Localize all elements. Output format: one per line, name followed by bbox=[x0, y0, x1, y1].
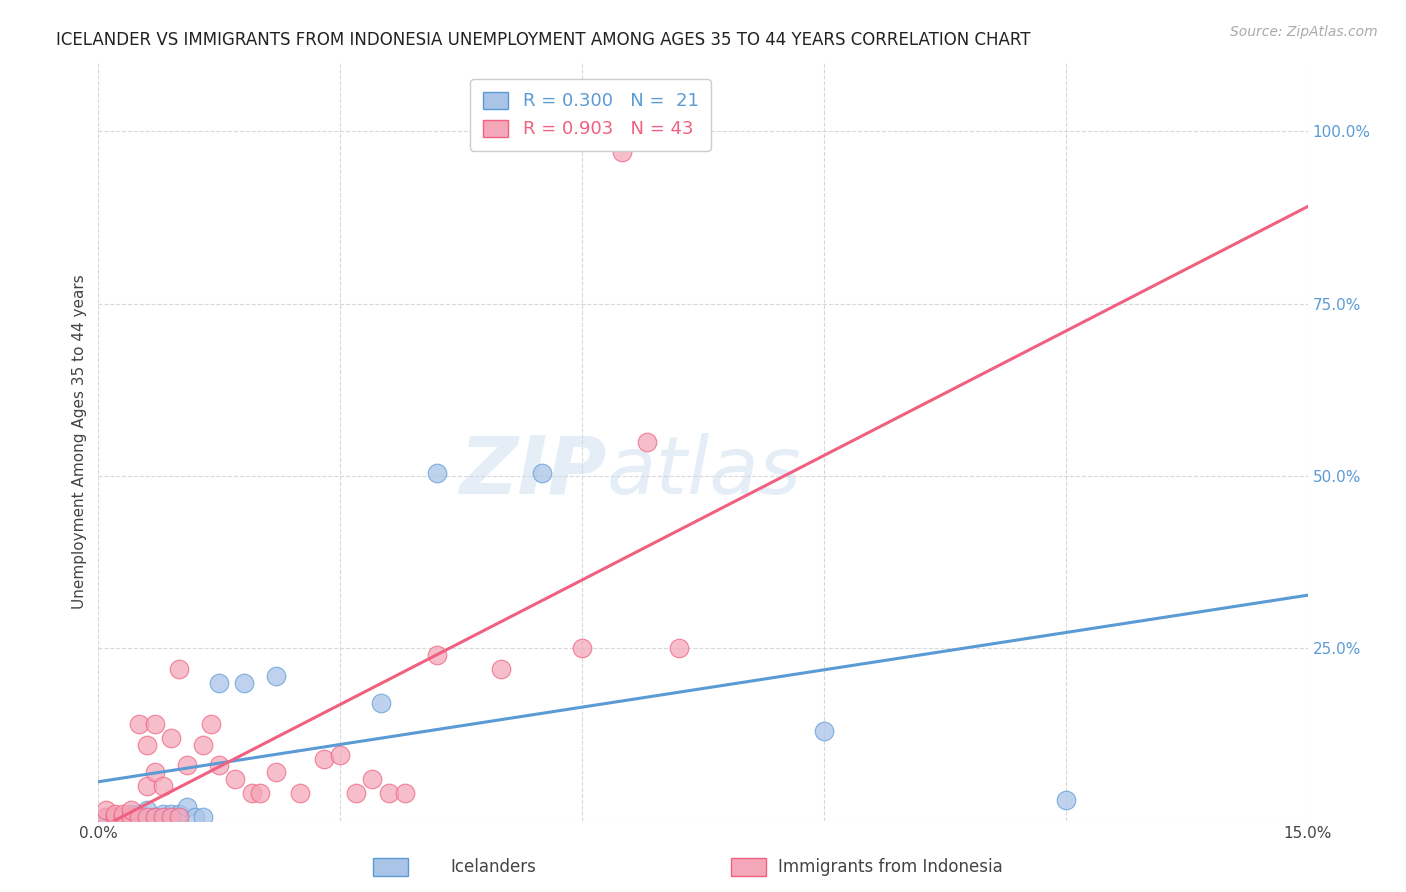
Point bbox=[612, 145, 634, 159]
Point bbox=[208, 675, 231, 690]
Point bbox=[135, 779, 157, 793]
Point bbox=[184, 810, 207, 824]
Point bbox=[96, 810, 118, 824]
Point bbox=[224, 772, 246, 787]
Point bbox=[160, 810, 183, 824]
Point bbox=[636, 434, 658, 449]
Point bbox=[103, 810, 125, 824]
Point bbox=[426, 648, 449, 663]
Point bbox=[143, 717, 166, 731]
Point bbox=[370, 697, 392, 711]
Point bbox=[329, 748, 352, 763]
Point bbox=[394, 786, 416, 800]
Point bbox=[176, 758, 198, 772]
Point bbox=[426, 466, 449, 480]
Point bbox=[193, 738, 215, 752]
Point bbox=[135, 810, 157, 824]
Point bbox=[668, 641, 690, 656]
Point bbox=[232, 675, 254, 690]
Point bbox=[143, 765, 166, 780]
Point bbox=[152, 810, 174, 824]
Point bbox=[377, 786, 399, 800]
Point bbox=[167, 806, 190, 821]
Point bbox=[120, 803, 142, 817]
Point bbox=[264, 765, 287, 780]
Point bbox=[200, 717, 222, 731]
Point bbox=[571, 641, 593, 656]
Text: Source: ZipAtlas.com: Source: ZipAtlas.com bbox=[1230, 25, 1378, 39]
Point bbox=[813, 724, 835, 739]
Point bbox=[264, 669, 287, 683]
Point bbox=[240, 786, 263, 800]
Text: atlas: atlas bbox=[606, 433, 801, 511]
Text: ZIP: ZIP bbox=[458, 433, 606, 511]
Y-axis label: Unemployment Among Ages 35 to 44 years: Unemployment Among Ages 35 to 44 years bbox=[72, 274, 87, 609]
Point bbox=[128, 810, 150, 824]
Text: Icelanders: Icelanders bbox=[450, 858, 536, 876]
Point bbox=[120, 806, 142, 821]
Point bbox=[128, 806, 150, 821]
Point bbox=[111, 810, 134, 824]
Point bbox=[193, 810, 215, 824]
Point bbox=[1054, 793, 1077, 807]
Text: ICELANDER VS IMMIGRANTS FROM INDONESIA UNEMPLOYMENT AMONG AGES 35 TO 44 YEARS CO: ICELANDER VS IMMIGRANTS FROM INDONESIA U… bbox=[56, 31, 1031, 49]
Point bbox=[128, 717, 150, 731]
Point bbox=[96, 810, 118, 824]
Point bbox=[208, 758, 231, 772]
Point bbox=[96, 803, 118, 817]
Point bbox=[120, 810, 142, 824]
Text: Immigrants from Indonesia: Immigrants from Indonesia bbox=[778, 858, 1002, 876]
Point bbox=[160, 731, 183, 745]
Point bbox=[314, 751, 336, 765]
Point bbox=[103, 806, 125, 821]
Point bbox=[491, 662, 513, 676]
Point bbox=[111, 806, 134, 821]
Point bbox=[167, 662, 190, 676]
Point bbox=[143, 810, 166, 824]
Point bbox=[288, 786, 311, 800]
Point bbox=[152, 806, 174, 821]
Point bbox=[176, 800, 198, 814]
Point bbox=[344, 786, 367, 800]
Point bbox=[530, 466, 553, 480]
Point bbox=[143, 810, 166, 824]
Point bbox=[249, 786, 271, 800]
Point bbox=[361, 772, 384, 787]
Point bbox=[160, 806, 183, 821]
Point bbox=[103, 810, 125, 824]
Point bbox=[167, 810, 190, 824]
Point bbox=[111, 810, 134, 824]
Point bbox=[135, 738, 157, 752]
Point bbox=[152, 779, 174, 793]
Point bbox=[135, 803, 157, 817]
Legend: R = 0.300   N =  21, R = 0.903   N = 43: R = 0.300 N = 21, R = 0.903 N = 43 bbox=[470, 79, 711, 151]
